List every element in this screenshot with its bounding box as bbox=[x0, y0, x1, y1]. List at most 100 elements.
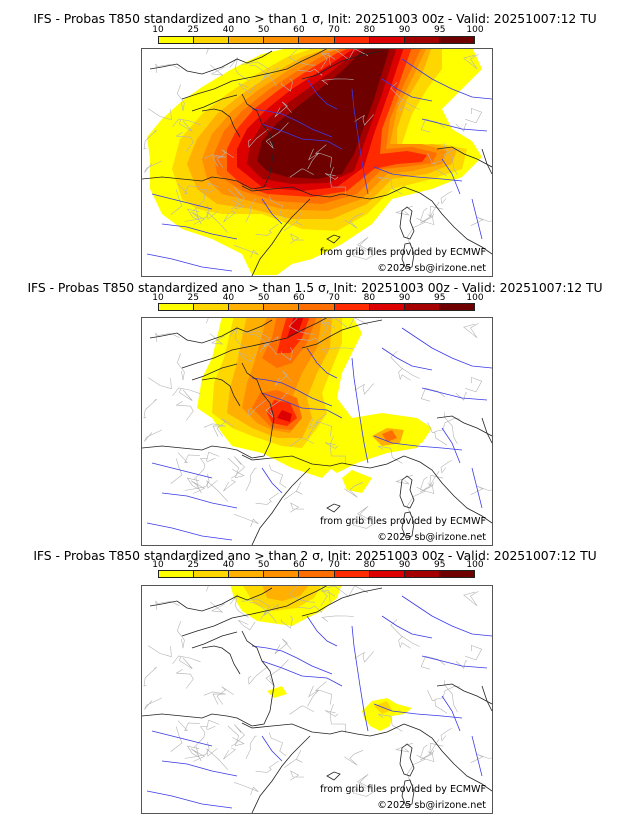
colorbar-segment bbox=[369, 37, 405, 43]
admin-boundary bbox=[255, 492, 279, 505]
colorbar-ticks: 10 25 40 50 60 70 80 90 95 100 bbox=[152, 560, 483, 570]
river bbox=[441, 158, 461, 195]
colorbar-segment bbox=[369, 304, 405, 310]
colorbar-tick-label: 25 bbox=[187, 293, 199, 303]
admin-boundary bbox=[284, 749, 303, 768]
colorbar-tick-label: 95 bbox=[434, 560, 446, 570]
colorbar-segment bbox=[299, 37, 335, 43]
credit-copyright: ©2025 sb@irizone.net bbox=[377, 532, 486, 543]
colorbar-segment bbox=[159, 571, 195, 577]
admin-boundary bbox=[203, 154, 226, 168]
admin-boundary bbox=[297, 605, 323, 613]
admin-boundary bbox=[419, 750, 435, 761]
coastline bbox=[201, 645, 241, 675]
river bbox=[146, 253, 233, 272]
river bbox=[306, 615, 338, 647]
colorbar-tick-label: 10 bbox=[152, 293, 164, 303]
admin-boundary bbox=[144, 429, 162, 442]
admin-boundary bbox=[206, 480, 229, 502]
admin-boundary bbox=[321, 615, 354, 622]
admin-boundary bbox=[148, 377, 172, 390]
admin-boundary bbox=[206, 182, 220, 193]
admin-boundary bbox=[288, 586, 316, 603]
probability-contour bbox=[257, 49, 390, 179]
admin-boundary bbox=[245, 735, 257, 760]
admin-boundary bbox=[419, 213, 435, 224]
admin-boundary bbox=[176, 84, 185, 112]
river bbox=[421, 655, 488, 669]
colorbar-tick-label: 70 bbox=[328, 560, 340, 570]
probability-contour bbox=[322, 426, 427, 493]
admin-boundary bbox=[324, 710, 339, 717]
admin-boundary bbox=[378, 446, 403, 464]
colorbar-segment bbox=[369, 571, 405, 577]
admin-boundary bbox=[327, 318, 369, 330]
colorbar-segment bbox=[264, 304, 300, 310]
coastline bbox=[181, 586, 328, 637]
admin-boundary bbox=[241, 330, 270, 346]
coastline bbox=[399, 206, 415, 240]
credit-source: from grib files provided by ECMWF bbox=[320, 784, 486, 795]
admin-boundary bbox=[209, 64, 225, 76]
admin-boundary bbox=[420, 387, 446, 402]
admin-boundary bbox=[352, 521, 376, 529]
coastline bbox=[436, 415, 492, 437]
admin-boundary bbox=[186, 477, 200, 490]
river bbox=[421, 387, 488, 401]
admin-boundary bbox=[398, 367, 411, 381]
coastline bbox=[191, 363, 238, 381]
admin-boundary bbox=[177, 452, 200, 464]
admin-boundary bbox=[255, 223, 279, 236]
admin-boundary bbox=[427, 689, 448, 714]
admin-boundary bbox=[274, 101, 292, 118]
admin-boundary bbox=[440, 460, 453, 474]
river bbox=[261, 123, 343, 150]
coastline bbox=[436, 683, 492, 705]
admin-boundary bbox=[357, 505, 372, 521]
coastline bbox=[401, 242, 415, 270]
admin-boundary bbox=[321, 318, 331, 335]
colorbar-segment bbox=[264, 571, 300, 577]
admin-boundary bbox=[455, 123, 468, 132]
river bbox=[146, 790, 233, 809]
admin-boundary bbox=[398, 98, 411, 112]
credit-copyright: ©2025 sb@irizone.net bbox=[377, 263, 486, 274]
admin-boundary bbox=[440, 191, 453, 205]
coastline bbox=[301, 50, 383, 80]
colorbar-segment bbox=[194, 571, 230, 577]
coastline bbox=[201, 108, 241, 138]
admin-boundary bbox=[172, 387, 201, 396]
coastline bbox=[241, 722, 405, 737]
admin-boundary bbox=[193, 458, 208, 480]
colorbar-tick-label: 90 bbox=[398, 25, 411, 35]
admin-boundary bbox=[206, 719, 220, 730]
admin-boundary bbox=[155, 332, 180, 342]
river bbox=[373, 166, 463, 182]
colorbar-tick-label: 80 bbox=[363, 25, 376, 35]
admin-boundary bbox=[390, 619, 420, 647]
river bbox=[151, 193, 213, 210]
admin-boundary bbox=[155, 600, 180, 610]
colorbar-tick-label: 60 bbox=[293, 293, 305, 303]
admin-boundary bbox=[265, 391, 289, 419]
admin-boundary bbox=[227, 188, 245, 210]
river bbox=[401, 327, 492, 369]
coastline bbox=[481, 417, 492, 444]
coastline bbox=[191, 631, 238, 649]
admin-boundary bbox=[231, 456, 245, 479]
colorbar-tick-label: 50 bbox=[257, 293, 270, 303]
admin-boundary bbox=[231, 187, 245, 210]
panel-title: IFS - Probas T850 standardized ano > tha… bbox=[33, 11, 597, 26]
admin-boundary bbox=[148, 645, 172, 658]
admin-boundary bbox=[172, 118, 201, 127]
admin-boundary bbox=[307, 417, 320, 439]
river bbox=[381, 78, 433, 102]
admin-boundary bbox=[177, 720, 200, 732]
colorbar-segment bbox=[299, 571, 335, 577]
admin-boundary bbox=[329, 166, 346, 197]
panel-title: IFS - Probas T850 standardized ano > tha… bbox=[33, 548, 597, 563]
admin-boundary bbox=[321, 49, 331, 66]
admin-boundary bbox=[175, 668, 194, 689]
admin-boundary bbox=[395, 474, 413, 485]
colorbar-segment bbox=[439, 37, 474, 43]
